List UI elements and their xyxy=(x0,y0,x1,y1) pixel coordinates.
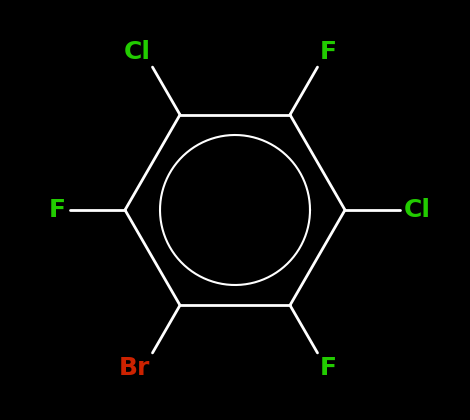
Text: Cl: Cl xyxy=(404,198,431,222)
Text: F: F xyxy=(49,198,66,222)
Text: F: F xyxy=(320,356,337,381)
Text: F: F xyxy=(320,39,337,64)
Text: Br: Br xyxy=(119,356,150,381)
Text: Cl: Cl xyxy=(124,39,150,64)
